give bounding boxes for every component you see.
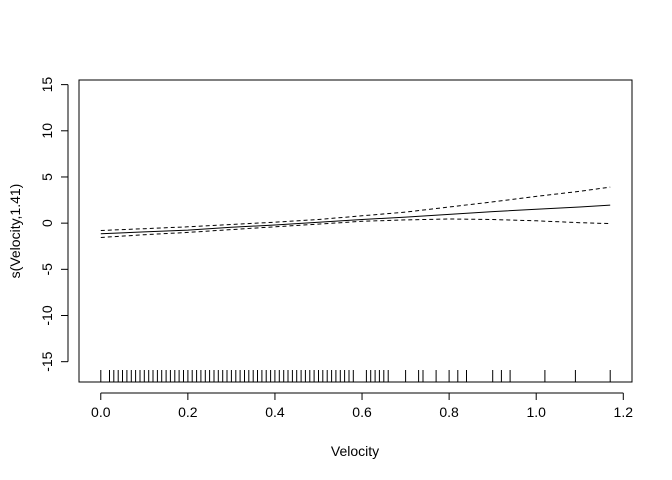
y-tick-label: -15 xyxy=(39,351,55,371)
y-tick-label: -5 xyxy=(39,263,55,276)
x-tick-label: 1.2 xyxy=(614,404,634,420)
x-tick-label: 0.8 xyxy=(439,404,459,420)
series-line-upper xyxy=(100,186,611,231)
x-tick-label: 0.4 xyxy=(265,404,285,420)
x-tick-label: 1.0 xyxy=(526,404,546,420)
x-tick-label: 0.0 xyxy=(91,404,111,420)
rug-layer xyxy=(100,370,611,382)
y-tick-label: 15 xyxy=(39,77,55,93)
y-axis-title: s(Velocity,1.41) xyxy=(7,184,23,279)
x-axis-title: Velocity xyxy=(331,443,379,459)
x-tick-label: 0.6 xyxy=(352,404,372,420)
plot-frame xyxy=(78,79,633,383)
x-tick-label: 0.2 xyxy=(178,404,198,420)
y-tick-label: 10 xyxy=(39,123,55,139)
y-tick-label: 5 xyxy=(39,173,55,181)
x-axis: 0.0 0.2 0.4 0.6 0.8 1.0 1.2 xyxy=(91,392,634,420)
series-line-lower xyxy=(100,218,611,238)
curves-layer xyxy=(100,186,611,238)
series-line-fit xyxy=(100,204,611,235)
y-axis: -15 -10 -5 0 5 10 15 xyxy=(39,77,69,372)
y-tick-label: -10 xyxy=(39,305,55,325)
y-tick-label: 0 xyxy=(39,219,55,227)
